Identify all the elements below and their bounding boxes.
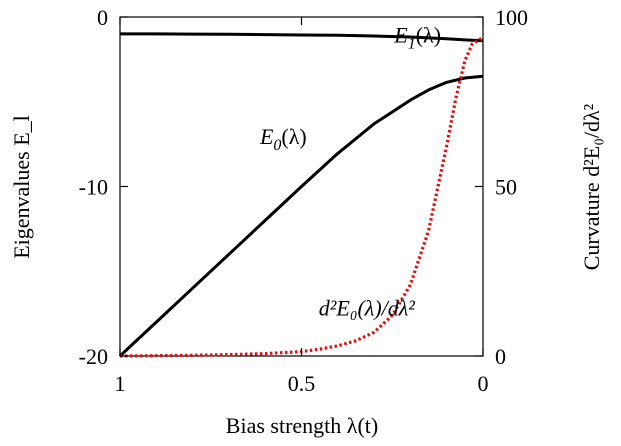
y-left-tick-label: -10 xyxy=(79,175,108,200)
y-right-tick-label: 0 xyxy=(495,344,506,369)
series-annotation: d²E₀(λ)/dλ² xyxy=(319,295,416,320)
y-axis-left-label: Eigenvalues E_l xyxy=(9,115,34,259)
x-tick-label: 0 xyxy=(478,371,489,396)
x-axis-label: Bias strength λ(t) xyxy=(226,413,378,438)
series-line-0 xyxy=(120,32,484,43)
annotation-layer: E1(λ) E0(λ) d²E₀(λ)/dλ² xyxy=(259,22,441,320)
series-line-1 xyxy=(118,74,484,358)
series-annotation: E0(λ) xyxy=(259,124,307,154)
y-right-tick-label: 50 xyxy=(495,175,517,200)
y-left-tick-label: -20 xyxy=(79,344,108,369)
series-layer xyxy=(118,32,484,358)
y-right-tick-label: 100 xyxy=(495,5,528,30)
series-line-2 xyxy=(119,35,484,358)
y-axis-right-label: Curvature d²E₀/dλ² xyxy=(579,103,604,270)
x-tick-label: 1 xyxy=(115,371,126,396)
y-left-tick-label: 0 xyxy=(97,5,108,30)
series-annotation: E1(λ) xyxy=(393,22,441,52)
x-tick-label: 0.5 xyxy=(288,371,316,396)
